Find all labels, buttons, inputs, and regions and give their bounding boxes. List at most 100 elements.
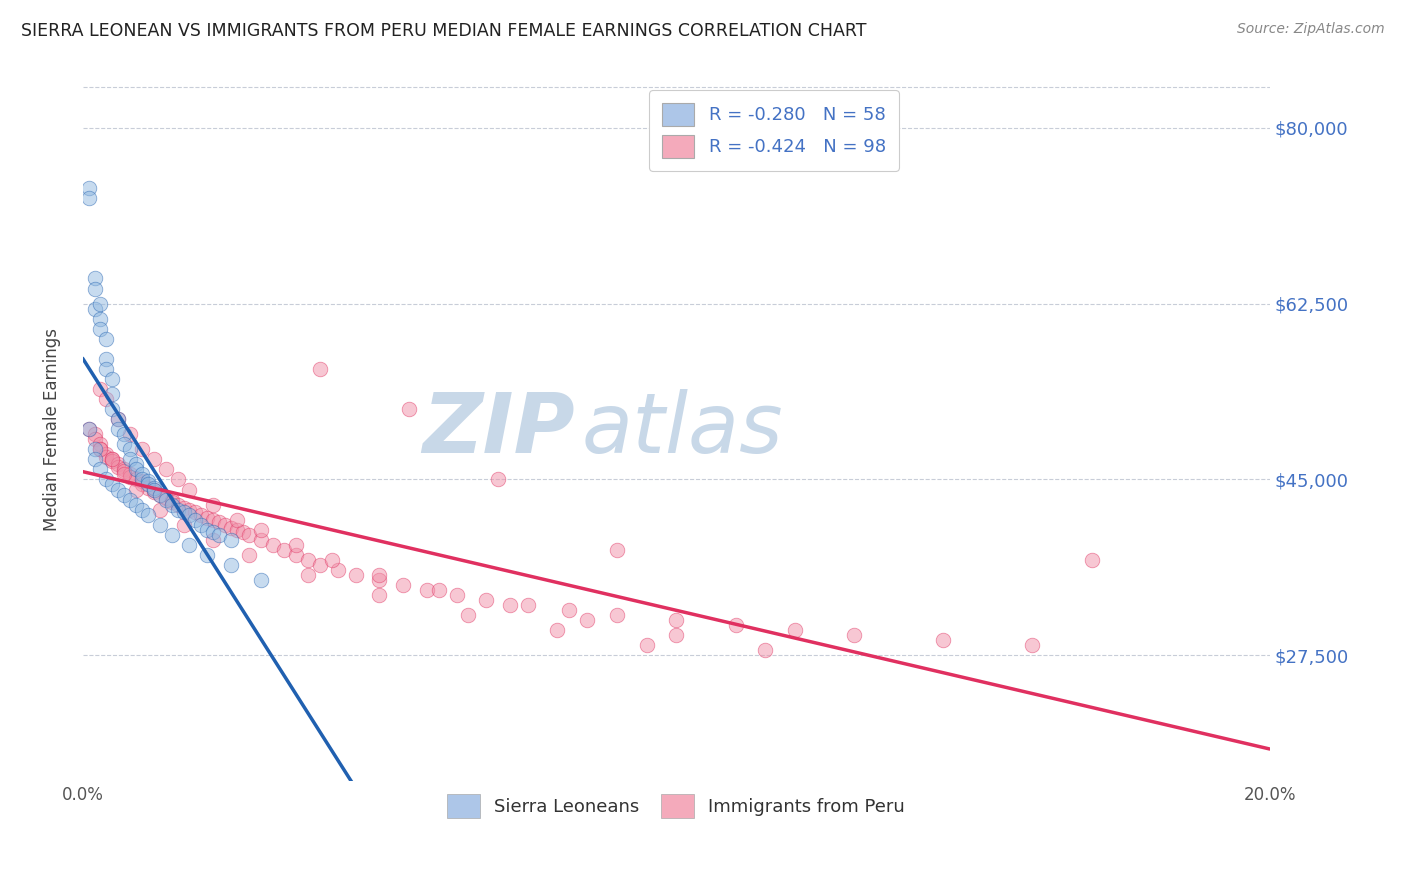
Point bbox=[77, 191, 100, 205]
Point bbox=[83, 452, 105, 467]
Point bbox=[112, 487, 135, 501]
Point bbox=[112, 462, 135, 476]
Point bbox=[83, 432, 105, 446]
Point bbox=[326, 563, 349, 577]
Point bbox=[107, 412, 129, 426]
Point bbox=[457, 608, 479, 623]
Point bbox=[368, 588, 391, 602]
Point bbox=[101, 452, 124, 467]
Point bbox=[96, 473, 118, 487]
Point bbox=[77, 422, 100, 436]
Point bbox=[142, 484, 165, 499]
Point bbox=[107, 422, 129, 436]
Point bbox=[89, 322, 111, 336]
Point bbox=[101, 387, 124, 401]
Point bbox=[724, 618, 747, 632]
Point bbox=[398, 402, 420, 417]
Point bbox=[202, 498, 225, 512]
Text: ZIP: ZIP bbox=[423, 389, 575, 470]
Point bbox=[96, 362, 118, 376]
Point bbox=[202, 513, 225, 527]
Point bbox=[249, 533, 271, 547]
Point bbox=[107, 460, 129, 475]
Point bbox=[173, 505, 195, 519]
Point bbox=[125, 483, 148, 497]
Point bbox=[665, 613, 688, 627]
Y-axis label: Median Female Earnings: Median Female Earnings bbox=[44, 327, 60, 531]
Point bbox=[83, 427, 105, 442]
Point bbox=[136, 481, 159, 495]
Point bbox=[297, 568, 319, 582]
Point bbox=[96, 332, 118, 346]
Point bbox=[238, 548, 260, 562]
Point bbox=[173, 517, 195, 532]
Point bbox=[173, 500, 195, 515]
Point bbox=[184, 505, 207, 519]
Point bbox=[125, 458, 148, 472]
Point bbox=[202, 533, 225, 547]
Point bbox=[297, 553, 319, 567]
Point bbox=[101, 402, 124, 417]
Point bbox=[125, 462, 148, 476]
Point bbox=[131, 442, 153, 457]
Point bbox=[166, 502, 188, 516]
Point bbox=[1021, 638, 1043, 652]
Point bbox=[83, 271, 105, 285]
Point bbox=[131, 473, 153, 487]
Point bbox=[249, 573, 271, 587]
Point bbox=[160, 527, 183, 541]
Point bbox=[195, 510, 218, 524]
Point bbox=[219, 558, 242, 572]
Point bbox=[83, 301, 105, 316]
Point bbox=[149, 487, 172, 501]
Point bbox=[516, 598, 538, 612]
Point bbox=[101, 372, 124, 386]
Point bbox=[344, 568, 367, 582]
Point bbox=[932, 633, 955, 648]
Point bbox=[232, 524, 254, 539]
Point bbox=[219, 521, 242, 535]
Point bbox=[120, 470, 142, 484]
Point bbox=[96, 392, 118, 406]
Point bbox=[96, 351, 118, 366]
Point bbox=[475, 593, 498, 607]
Text: Source: ZipAtlas.com: Source: ZipAtlas.com bbox=[1237, 22, 1385, 37]
Point bbox=[285, 538, 308, 552]
Point bbox=[208, 527, 231, 541]
Point bbox=[155, 462, 177, 476]
Point bbox=[89, 382, 111, 396]
Point bbox=[112, 467, 135, 482]
Point bbox=[166, 498, 188, 512]
Point bbox=[368, 568, 391, 582]
Point bbox=[1080, 553, 1102, 567]
Text: atlas: atlas bbox=[581, 389, 783, 470]
Point bbox=[184, 513, 207, 527]
Point bbox=[238, 527, 260, 541]
Point bbox=[285, 548, 308, 562]
Point bbox=[392, 578, 415, 592]
Point bbox=[558, 603, 581, 617]
Point bbox=[214, 517, 236, 532]
Point bbox=[96, 447, 118, 461]
Point bbox=[321, 553, 343, 567]
Point bbox=[606, 608, 628, 623]
Point bbox=[83, 442, 105, 457]
Point bbox=[160, 498, 183, 512]
Point bbox=[89, 296, 111, 310]
Point bbox=[416, 582, 439, 597]
Point bbox=[249, 523, 271, 537]
Point bbox=[446, 588, 468, 602]
Point bbox=[112, 427, 135, 442]
Point bbox=[89, 437, 111, 451]
Legend: Sierra Leoneans, Immigrants from Peru: Sierra Leoneans, Immigrants from Peru bbox=[440, 787, 912, 825]
Point bbox=[120, 452, 142, 467]
Point bbox=[89, 462, 111, 476]
Point bbox=[77, 422, 100, 436]
Point bbox=[202, 524, 225, 539]
Point bbox=[120, 442, 142, 457]
Point bbox=[131, 467, 153, 482]
Point bbox=[89, 442, 111, 457]
Point bbox=[107, 412, 129, 426]
Point bbox=[120, 492, 142, 507]
Point bbox=[112, 465, 135, 479]
